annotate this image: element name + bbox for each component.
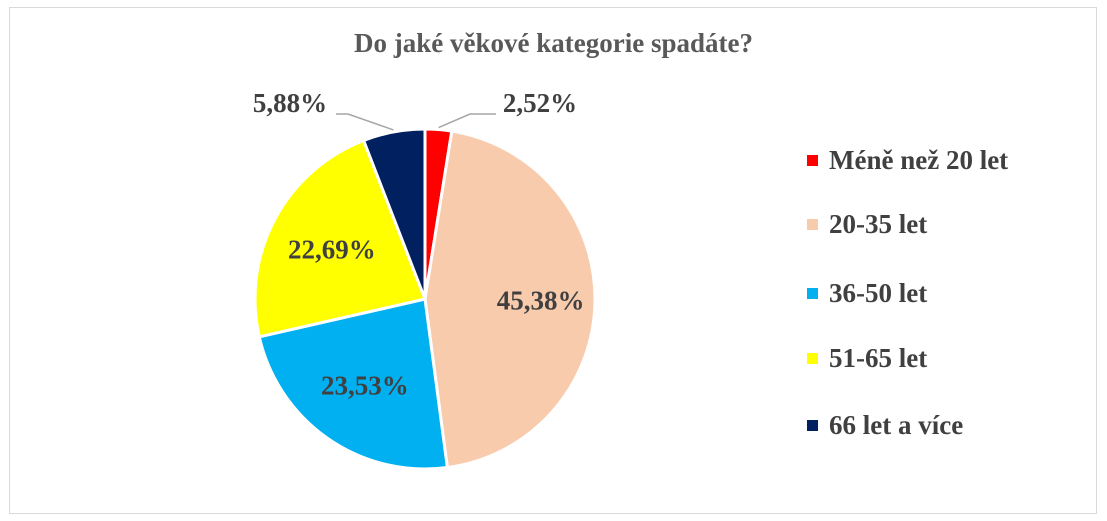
legend-label: 20-35 let bbox=[829, 208, 928, 239]
data-label-66-let-a-vice: 5,88% bbox=[253, 88, 327, 118]
data-label-20-35-let: 45,38% bbox=[497, 286, 585, 316]
data-label-36-50-let: 23,53% bbox=[321, 371, 409, 401]
pie-slice-20-35-let bbox=[423, 129, 597, 470]
data-label-mene-nez-20-let: 2,52% bbox=[503, 88, 577, 118]
leader-line-mene-nez-20-let bbox=[438, 113, 496, 129]
leader-line-66-let-a-vice bbox=[336, 113, 394, 131]
legend-item-36-50-let: 36-50 let bbox=[807, 278, 927, 308]
legend-item-20-35-let: 20-35 let bbox=[807, 209, 927, 239]
legend-swatch bbox=[807, 154, 818, 166]
legend-swatch bbox=[807, 287, 818, 299]
data-label-51-65-let: 22,69% bbox=[288, 235, 376, 265]
legend-item-66-let-a-vice: 66 let a více bbox=[807, 410, 963, 440]
chart-title: Do jaké věkové kategorie spadáte? bbox=[354, 28, 753, 58]
pie-slice-36-50-let bbox=[257, 297, 450, 471]
pie-slice-66-let-a-vice bbox=[361, 127, 427, 300]
legend-swatch bbox=[807, 218, 818, 230]
legend-item-51-65-let: 51-65 let bbox=[807, 343, 927, 373]
legend-label: Méně než 20 let bbox=[829, 144, 1009, 175]
legend-item-mene-nez-20-let: Méně než 20 let bbox=[807, 145, 1008, 175]
legend-swatch bbox=[807, 419, 818, 431]
legend-label: 66 let a více bbox=[829, 409, 964, 440]
legend-label: 51-65 let bbox=[829, 342, 928, 373]
legend-label: 36-50 let bbox=[829, 277, 928, 308]
legend-swatch bbox=[807, 352, 818, 364]
